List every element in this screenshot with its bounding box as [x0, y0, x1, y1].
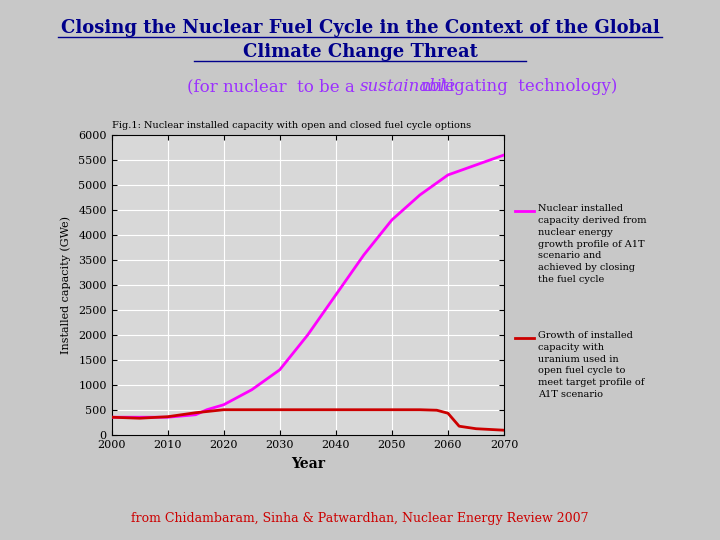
Text: Climate Change Threat: Climate Change Threat [243, 43, 477, 61]
Text: Nuclear installed
capacity derived from
nuclear energy
growth profile of A1T
sce: Nuclear installed capacity derived from … [538, 204, 647, 284]
Text: from Chidambaram, Sinha & Patwardhan, Nuclear Energy Review 2007: from Chidambaram, Sinha & Patwardhan, Nu… [131, 512, 589, 525]
Text: (for nuclear  to be a: (for nuclear to be a [187, 78, 360, 95]
Text: Closing the Nuclear Fuel Cycle in the Context of the Global: Closing the Nuclear Fuel Cycle in the Co… [60, 19, 660, 37]
Text: sustainable: sustainable [360, 78, 456, 95]
Text: Growth of installed
capacity with
uranium used in
open fuel cycle to
meet target: Growth of installed capacity with uraniu… [538, 331, 644, 399]
Text: Fig.1: Nuclear installed capacity with open and closed fuel cycle options: Fig.1: Nuclear installed capacity with o… [112, 122, 471, 131]
Y-axis label: Installed capacity (GWe): Installed capacity (GWe) [60, 216, 71, 354]
Text: mitigating  technology): mitigating technology) [416, 78, 618, 95]
X-axis label: Year: Year [291, 456, 325, 470]
